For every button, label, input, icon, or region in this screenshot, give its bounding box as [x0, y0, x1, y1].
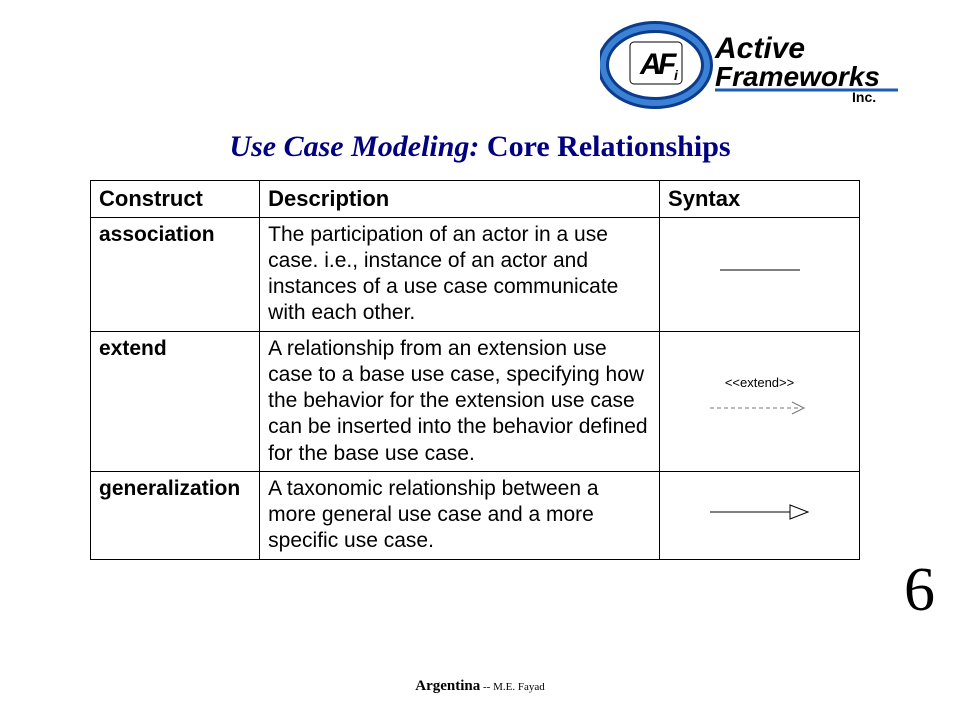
title-rest: Core Relationships — [479, 130, 730, 163]
svg-text:Frameworks: Frameworks — [715, 61, 880, 92]
extend-label: <<extend>> — [668, 375, 851, 391]
description-cell: The participation of an actor in a use c… — [260, 217, 660, 331]
page-title: Use Case Modeling: Core Relationships — [0, 130, 960, 164]
construct-cell: extend — [91, 331, 260, 471]
construct-cell: association — [91, 217, 260, 331]
syntax-cell-extend: <<extend>> — [660, 331, 860, 471]
page-number: 6 — [904, 555, 935, 626]
col-description: Description — [260, 181, 660, 218]
syntax-cell-generalization — [660, 471, 860, 559]
col-syntax: Syntax — [660, 181, 860, 218]
solid-hollow-arrow-icon — [700, 497, 820, 527]
table-row: association The participation of an acto… — [91, 217, 860, 331]
table-header-row: Construct Description Syntax — [91, 181, 860, 218]
dashed-open-arrow-icon — [700, 396, 820, 420]
solid-line-icon — [705, 250, 815, 290]
footer-sep: -- — [480, 681, 493, 693]
description-cell: A relationship from an extension use cas… — [260, 331, 660, 471]
table-row: extend A relationship from an extension … — [91, 331, 860, 471]
relationships-table: Construct Description Syntax association… — [90, 180, 860, 560]
title-italic: Use Case Modeling: — [229, 130, 479, 163]
footer-author: M.E. Fayad — [493, 681, 545, 693]
construct-cell: generalization — [91, 471, 260, 559]
footer: Argentina -- M.E. Fayad — [0, 678, 960, 695]
col-construct: Construct — [91, 181, 260, 218]
logo: A F i Active Frameworks Inc. — [600, 20, 900, 110]
description-cell: A taxonomic relationship between a more … — [260, 471, 660, 559]
syntax-cell-association — [660, 217, 860, 331]
footer-location: Argentina — [415, 678, 480, 694]
table-row: generalization A taxonomic relationship … — [91, 471, 860, 559]
